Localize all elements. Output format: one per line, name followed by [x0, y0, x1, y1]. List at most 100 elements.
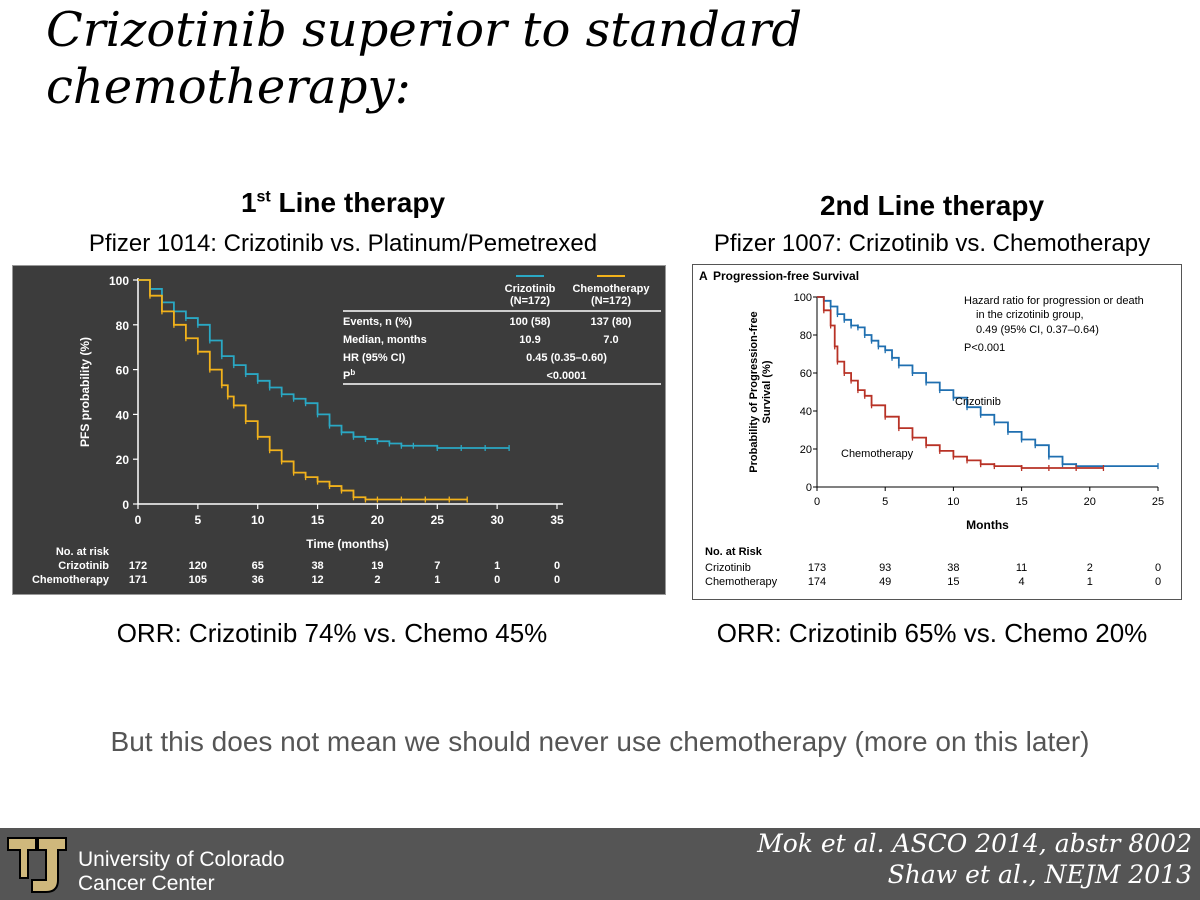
footer-org-line1: University of Colorado — [78, 848, 285, 871]
right-chart-title: Progression-free Survival — [713, 269, 859, 283]
right-hr-line-2: in the crizotinib group, — [976, 309, 1084, 321]
right-y-axis-label-line2: Survival (%) — [761, 360, 773, 423]
right-y-tick-label: 0 — [806, 482, 812, 494]
right-y-tick-label: 20 — [800, 444, 812, 456]
right-at-risk-value: 174 — [808, 576, 826, 588]
right-at-risk-value: 0 — [1155, 576, 1161, 588]
right-subtitle: Pfizer 1007: Crizotinib vs. Chemotherapy — [713, 230, 1151, 257]
right-y-tick-label: 40 — [800, 406, 812, 418]
left-legend-row-label: Events, n (%) — [343, 316, 412, 328]
left-y-tick-label: 80 — [116, 319, 130, 333]
right-chemotherapy-line — [817, 296, 1104, 469]
right-heading: 2nd Line therapy — [819, 190, 1045, 221]
left-legend-row-label: Pb — [343, 368, 355, 382]
right-y-tick-label: 60 — [800, 368, 812, 380]
right-x-tick-label: 20 — [1084, 496, 1096, 508]
left-legend-row-span: 0.45 (0.35–0.60) — [526, 352, 607, 364]
left-y-tick-label: 20 — [116, 453, 130, 467]
left-x-tick-label: 35 — [550, 513, 564, 527]
right-at-risk-value: 93 — [879, 562, 891, 574]
left-crizotinib-legend-name: Crizotinib — [505, 283, 556, 295]
left-at-risk-value: 38 — [311, 560, 323, 572]
right-x-axis-label: Months — [966, 518, 1009, 532]
left-legend-row-chemotherapy: 137 (80) — [591, 316, 632, 328]
left-legend-table: Crizotinib(N=172)Chemotherapy(N=172)Even… — [343, 275, 661, 385]
left-y-tick-label: 60 — [116, 364, 130, 378]
right-x-tick-label: 5 — [882, 496, 888, 508]
left-at-risk-value: 0 — [494, 574, 500, 586]
right-crizotinib-label: Crizotinib — [955, 396, 1001, 408]
left-y-tick-label: 40 — [116, 408, 130, 422]
left-y-tick-label: 0 — [122, 498, 129, 512]
right-at-risk-title: No. at Risk — [705, 546, 763, 558]
right-x-tick-label: 10 — [947, 496, 959, 508]
slide-title: Crizotinib superior to standard chemothe… — [46, 2, 803, 115]
right-hr-line-1: Hazard ratio for progression or death — [964, 295, 1144, 307]
left-chemotherapy-legend-name: Chemotherapy — [572, 283, 650, 295]
left-chemotherapy-line — [138, 279, 468, 501]
right-y-tick-label: 80 — [800, 330, 812, 342]
right-axes: A Progression-free Survival 0 20 40 60 80 100 0 5… — [699, 269, 1164, 532]
left-at-risk-value: 12 — [311, 574, 323, 586]
left-chemotherapy-legend-n: (N=172) — [591, 295, 631, 307]
footer-ref-2: Shaw et al., NEJM 2013 — [887, 860, 1192, 889]
left-heading: 1st Line therapy — [43, 187, 643, 219]
left-at-risk-value: 120 — [189, 560, 207, 572]
left-axes: 0 20 40 60 80 100 0 5 10 15 20 25 30 35 Time (months) P… — [78, 274, 564, 551]
left-x-tick-label: 5 — [195, 513, 202, 527]
right-p-value: P<0.001 — [964, 342, 1005, 354]
left-legend-row-chemotherapy: 7.0 — [603, 334, 618, 346]
left-legend-row-label-sup: b — [350, 368, 355, 377]
right-annotations: Hazard ratio for progression or death in … — [841, 295, 1144, 460]
left-x-axis-label: Time (months) — [306, 537, 388, 551]
left-at-risk-value: 1 — [494, 560, 500, 572]
left-at-risk-value: 7 — [434, 560, 440, 572]
right-y-tick-label: 100 — [794, 292, 812, 304]
left-at-risk-value: 0 — [554, 574, 560, 586]
right-at-risk-value: 0 — [1155, 562, 1161, 574]
left-crizotinib-legend-n: (N=172) — [510, 295, 550, 307]
right-x-tick-label: 25 — [1152, 496, 1164, 508]
left-legend-row-label: HR (95% CI) — [343, 352, 406, 364]
left-heading-number: 1 — [240, 187, 257, 218]
left-x-tick-label: 20 — [371, 513, 385, 527]
right-x-tick-label: 0 — [814, 496, 820, 508]
left-at-risk-value: 36 — [252, 574, 264, 586]
right-at-risk-value: 173 — [808, 562, 826, 574]
left-heading-superscript: st — [256, 188, 271, 206]
left-at-risk-row-label: Chemotherapy — [32, 574, 110, 586]
bottom-note: But this does not mean we should never u… — [110, 726, 1090, 757]
right-x-tick-label: 15 — [1015, 496, 1027, 508]
right-panel-letter: A — [699, 269, 708, 283]
right-crizotinib-line — [817, 296, 1158, 467]
left-at-risk-value: 172 — [129, 560, 147, 572]
left-x-tick-label: 0 — [135, 513, 142, 527]
right-at-risk-value: 15 — [947, 576, 959, 588]
footer-organization: University of Colorado Cancer Center — [78, 848, 285, 896]
footer-ref-1: Mok et al. ASCO 2014, abstr 8002 — [757, 829, 1192, 858]
left-at-risk-value: 105 — [189, 574, 207, 586]
left-heading-text: Line therapy — [270, 187, 446, 218]
left-legend-row-crizotinib: 100 (58) — [510, 316, 551, 328]
right-at-risk-row-label: Crizotinib — [705, 562, 751, 574]
right-at-risk-table: No. at Risk Crizotinib 173 93 38 11 2 0 Chemothe… — [705, 546, 1161, 588]
cu-logo-icon — [7, 837, 67, 893]
footer-org-line2: Cancer Center — [78, 872, 215, 895]
right-series — [817, 296, 1159, 471]
right-at-risk-value: 49 — [879, 576, 891, 588]
right-y-axis-label-line1: Probability of Progression-free — [748, 311, 760, 472]
left-km-figure: 0 20 40 60 80 100 0 5 10 15 20 25 30 35 Time (months) P… — [12, 265, 666, 595]
left-at-risk-value: 1 — [434, 574, 440, 586]
left-x-tick-label: 30 — [490, 513, 504, 527]
footer-bar — [0, 828, 1200, 900]
right-chemotherapy-label: Chemotherapy — [841, 448, 914, 460]
left-y-axis-label: PFS probability (%) — [78, 337, 92, 447]
right-at-risk-value: 4 — [1019, 576, 1025, 588]
right-orr: ORR: Crizotinib 65% vs. Chemo 20% — [716, 618, 1148, 648]
left-at-risk-value: 171 — [129, 574, 147, 586]
left-orr: ORR: Crizotinib 74% vs. Chemo 45% — [116, 618, 548, 648]
right-at-risk-value: 38 — [947, 562, 959, 574]
